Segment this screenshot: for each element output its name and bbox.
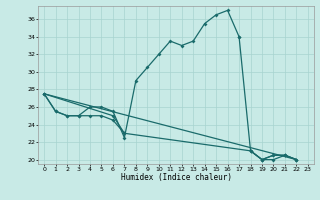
X-axis label: Humidex (Indice chaleur): Humidex (Indice chaleur) <box>121 173 231 182</box>
